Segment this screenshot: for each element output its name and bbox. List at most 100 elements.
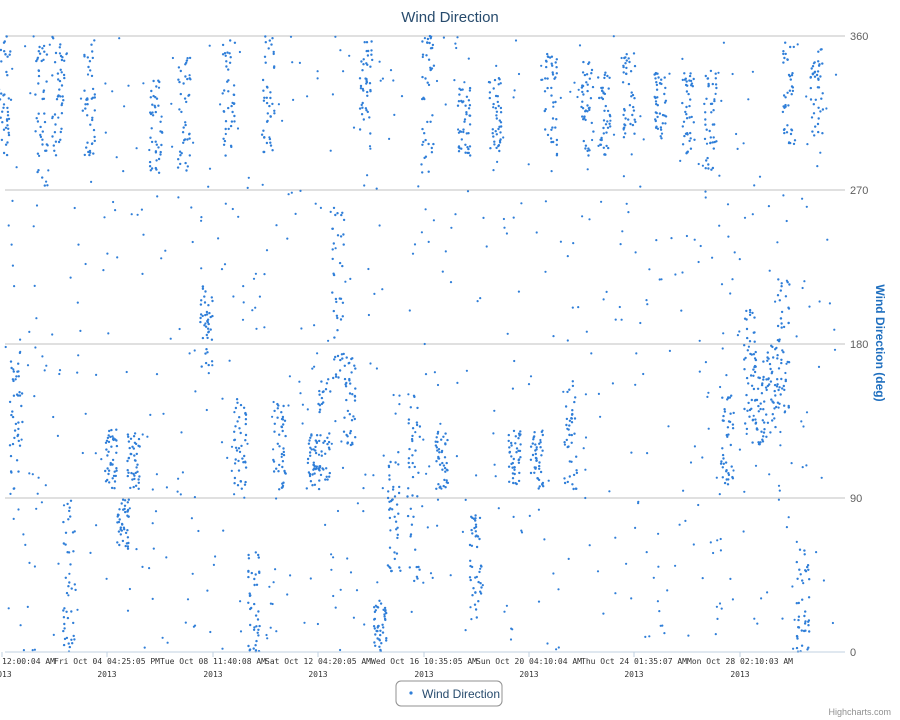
data-point (134, 471, 137, 475)
data-point (171, 56, 174, 60)
data-point (26, 605, 29, 609)
data-point (753, 340, 756, 343)
data-point (221, 53, 225, 56)
data-point (282, 447, 285, 450)
data-point (655, 125, 658, 128)
data-point (663, 76, 666, 79)
data-point (384, 609, 387, 612)
data-point (149, 136, 152, 139)
data-point (171, 145, 174, 148)
data-point (815, 73, 819, 77)
data-point (729, 292, 732, 295)
data-point (582, 93, 585, 96)
data-point (581, 115, 584, 118)
data-point (574, 487, 578, 490)
data-point (407, 487, 410, 490)
data-point (207, 363, 210, 367)
data-point (745, 432, 748, 435)
data-point (230, 145, 233, 149)
data-point (155, 143, 158, 146)
data-point (211, 299, 214, 303)
data-point (69, 276, 72, 279)
data-point (265, 120, 269, 124)
data-point (227, 90, 230, 93)
data-point (276, 442, 279, 445)
data-point (262, 89, 265, 92)
data-point (633, 118, 636, 121)
legend[interactable]: Wind Direction (395, 680, 503, 707)
data-point (431, 46, 434, 50)
credits-link[interactable]: Highcharts.com (828, 707, 891, 717)
data-point (721, 453, 725, 457)
data-point (258, 570, 261, 573)
data-point (206, 351, 209, 354)
data-point (718, 602, 722, 605)
data-point (656, 127, 660, 130)
data-point (247, 176, 250, 179)
data-point (534, 456, 538, 460)
data-point (26, 364, 30, 367)
data-point (433, 371, 436, 374)
data-point (93, 139, 97, 143)
data-point (588, 108, 591, 112)
data-point (488, 96, 491, 100)
data-point (67, 642, 70, 645)
data-point (393, 515, 396, 518)
data-point (517, 449, 520, 452)
data-point (495, 117, 498, 120)
data-point (31, 649, 34, 652)
data-point (495, 133, 498, 136)
data-point (89, 123, 92, 126)
data-point (205, 408, 208, 412)
data-point (602, 612, 605, 615)
x-tick-year: 2013 (97, 670, 116, 679)
data-point (241, 318, 245, 321)
data-point (307, 442, 311, 445)
data-point (435, 436, 438, 439)
data-point (780, 358, 783, 361)
x-tick-year: 2013 (519, 670, 538, 679)
data-point (2, 50, 6, 53)
data-point (346, 441, 349, 444)
data-point (0, 60, 3, 63)
data-point (263, 326, 266, 329)
data-point (706, 77, 709, 80)
data-point (582, 447, 585, 450)
data-point (354, 387, 357, 390)
data-point (468, 145, 472, 148)
data-point (440, 449, 444, 453)
data-point (550, 62, 553, 65)
data-point (689, 79, 693, 83)
data-point (71, 642, 74, 645)
data-point (471, 532, 474, 535)
data-point (453, 79, 456, 82)
data-point (58, 372, 61, 376)
data-point (240, 487, 243, 490)
data-point (722, 41, 726, 44)
data-point (803, 622, 807, 625)
data-point (811, 130, 814, 133)
data-point (235, 449, 239, 452)
data-point (474, 523, 478, 526)
data-point (62, 520, 65, 524)
data-point (801, 197, 804, 200)
data-point (767, 205, 771, 208)
data-point (242, 461, 245, 464)
data-point (723, 481, 727, 485)
data-point (418, 425, 422, 428)
data-point (324, 388, 328, 391)
data-point (703, 102, 706, 106)
data-point (648, 268, 651, 271)
data-point (1, 121, 4, 124)
data-point (111, 477, 114, 480)
data-point (529, 471, 533, 475)
data-point (133, 432, 137, 435)
data-point (165, 556, 168, 559)
data-point (463, 81, 466, 84)
data-point (86, 98, 89, 101)
data-point (126, 433, 130, 436)
legend-item-label[interactable]: Wind Direction (422, 687, 500, 701)
x-tick-label: Thu Oct 24 01:35:07 AM (581, 657, 687, 666)
data-point (634, 526, 637, 530)
data-point (127, 457, 130, 460)
